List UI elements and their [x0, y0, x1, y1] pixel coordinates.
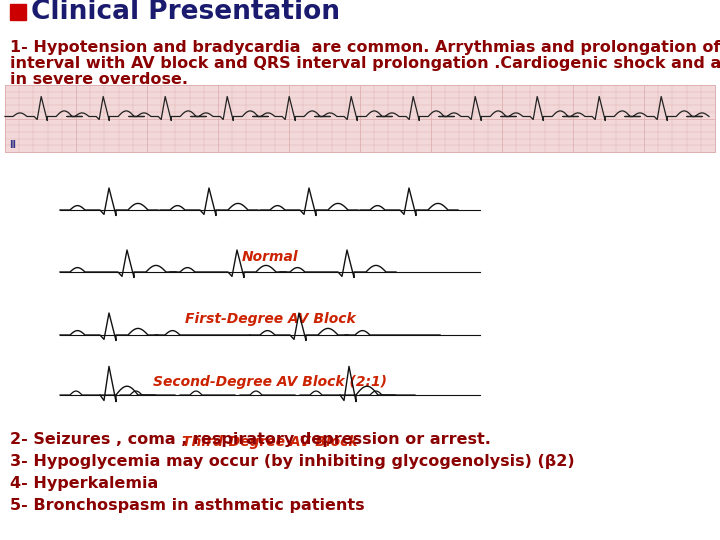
Text: Third-Degree AV Block: Third-Degree AV Block	[182, 435, 358, 449]
Text: First-Degree AV Block: First-Degree AV Block	[184, 312, 356, 326]
Bar	[10, 4, 26, 20]
Text: Clinical Presentation: Clinical Presentation	[31, 0, 340, 25]
Text: 4- Hyperkalemia: 4- Hyperkalemia	[10, 476, 158, 491]
Text: II: II	[9, 140, 16, 150]
Text: Second-Degree AV Block (2:1): Second-Degree AV Block (2:1)	[153, 375, 387, 389]
Text: 1- Hypotension and bradycardia  are common. Arrythmias and prolongation of PR: 1- Hypotension and bradycardia are commo…	[10, 40, 720, 55]
Text: 5- Bronchospasm in asthmatic patients: 5- Bronchospasm in asthmatic patients	[10, 498, 364, 513]
Text: in severe overdose.: in severe overdose.	[10, 72, 188, 87]
Text: 3- Hypoglycemia may occur (by inhibiting glycogenolysis) (β2): 3- Hypoglycemia may occur (by inhibiting…	[10, 454, 575, 469]
Text: Normal: Normal	[242, 249, 298, 264]
Text: interval with AV block and QRS interval prolongation .Cardiogenic shock and asys: interval with AV block and QRS interval …	[10, 56, 720, 71]
Bar	[5, 85, 715, 152]
Text: 2- Seizures , coma , respiratory depression or arrest.: 2- Seizures , coma , respiratory depress…	[10, 432, 491, 447]
